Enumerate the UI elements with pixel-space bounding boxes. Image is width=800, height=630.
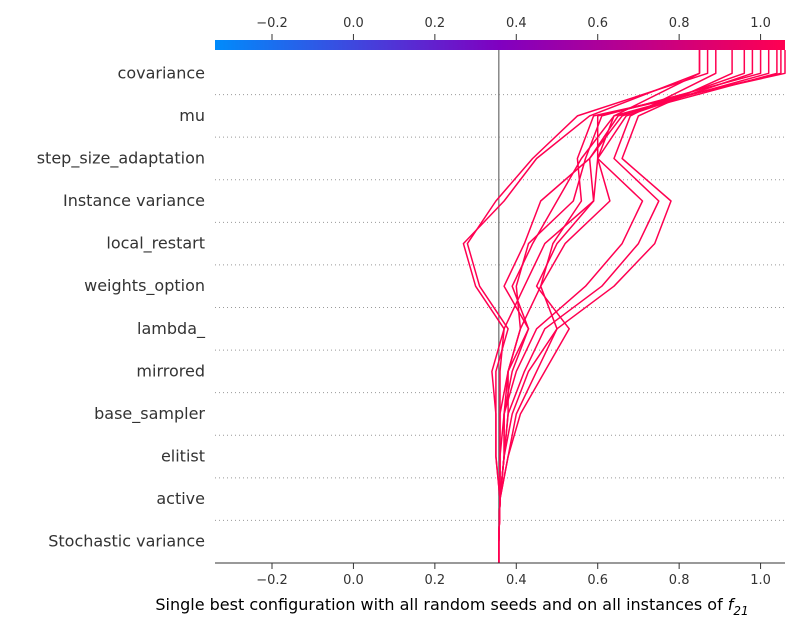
feature-label: active — [156, 489, 205, 508]
bottom-tick-label: −0.2 — [256, 573, 288, 588]
top-tick-label: 0.0 — [343, 16, 364, 31]
feature-label: Stochastic variance — [48, 532, 205, 551]
feature-label: base_sampler — [94, 404, 205, 424]
colorbar — [215, 40, 785, 50]
x-axis-label: Single best configuration with all rando… — [155, 595, 748, 618]
feature-label: mirrored — [136, 361, 205, 380]
x-axis-label-subscript: 21 — [733, 604, 748, 618]
x-axis-label-math: f — [728, 595, 736, 614]
bottom-tick-label: 0.4 — [506, 573, 527, 588]
bottom-tick-label: 0.0 — [343, 573, 364, 588]
bottom-tick-label: 0.6 — [587, 573, 608, 588]
feature-label: step_size_adaptation — [37, 148, 205, 168]
decision-line — [498, 50, 733, 563]
feature-label: local_restart — [106, 234, 205, 254]
decision-line — [498, 50, 782, 563]
feature-label: lambda_ — [137, 319, 206, 339]
feature-labels: covariance mu step_size_adaptation Instance… — [37, 63, 206, 550]
feature-label: elitist — [161, 447, 205, 466]
feature-label: Instance variance — [63, 191, 205, 210]
decision-line — [498, 50, 746, 563]
bottom-axis: −0.2 0.0 0.2 0.4 0.6 0.8 1.0 — [256, 563, 771, 588]
decision-lines — [462, 50, 786, 563]
decision-line — [498, 50, 701, 563]
decision-line — [498, 50, 762, 563]
bottom-tick-label: 0.8 — [669, 573, 690, 588]
feature-label: weights_option — [84, 276, 205, 296]
top-tick-label: 0.4 — [506, 16, 527, 31]
decision-line — [498, 50, 786, 563]
decision-line — [498, 50, 778, 563]
top-tick-label: −0.2 — [256, 16, 288, 31]
feature-label: covariance — [118, 63, 205, 82]
decision-line — [466, 50, 709, 563]
top-tick-label: 0.2 — [425, 16, 446, 31]
top-axis: −0.2 0.0 0.2 0.4 0.6 0.8 1.0 — [256, 16, 771, 40]
bottom-tick-label: 1.0 — [750, 573, 771, 588]
top-tick-label: 1.0 — [750, 16, 771, 31]
top-tick-label: 0.6 — [587, 16, 608, 31]
bottom-tick-label: 0.2 — [425, 573, 446, 588]
x-axis-label-text: Single best configuration with all rando… — [155, 595, 723, 614]
top-tick-label: 0.8 — [669, 16, 690, 31]
feature-label: mu — [179, 106, 205, 125]
